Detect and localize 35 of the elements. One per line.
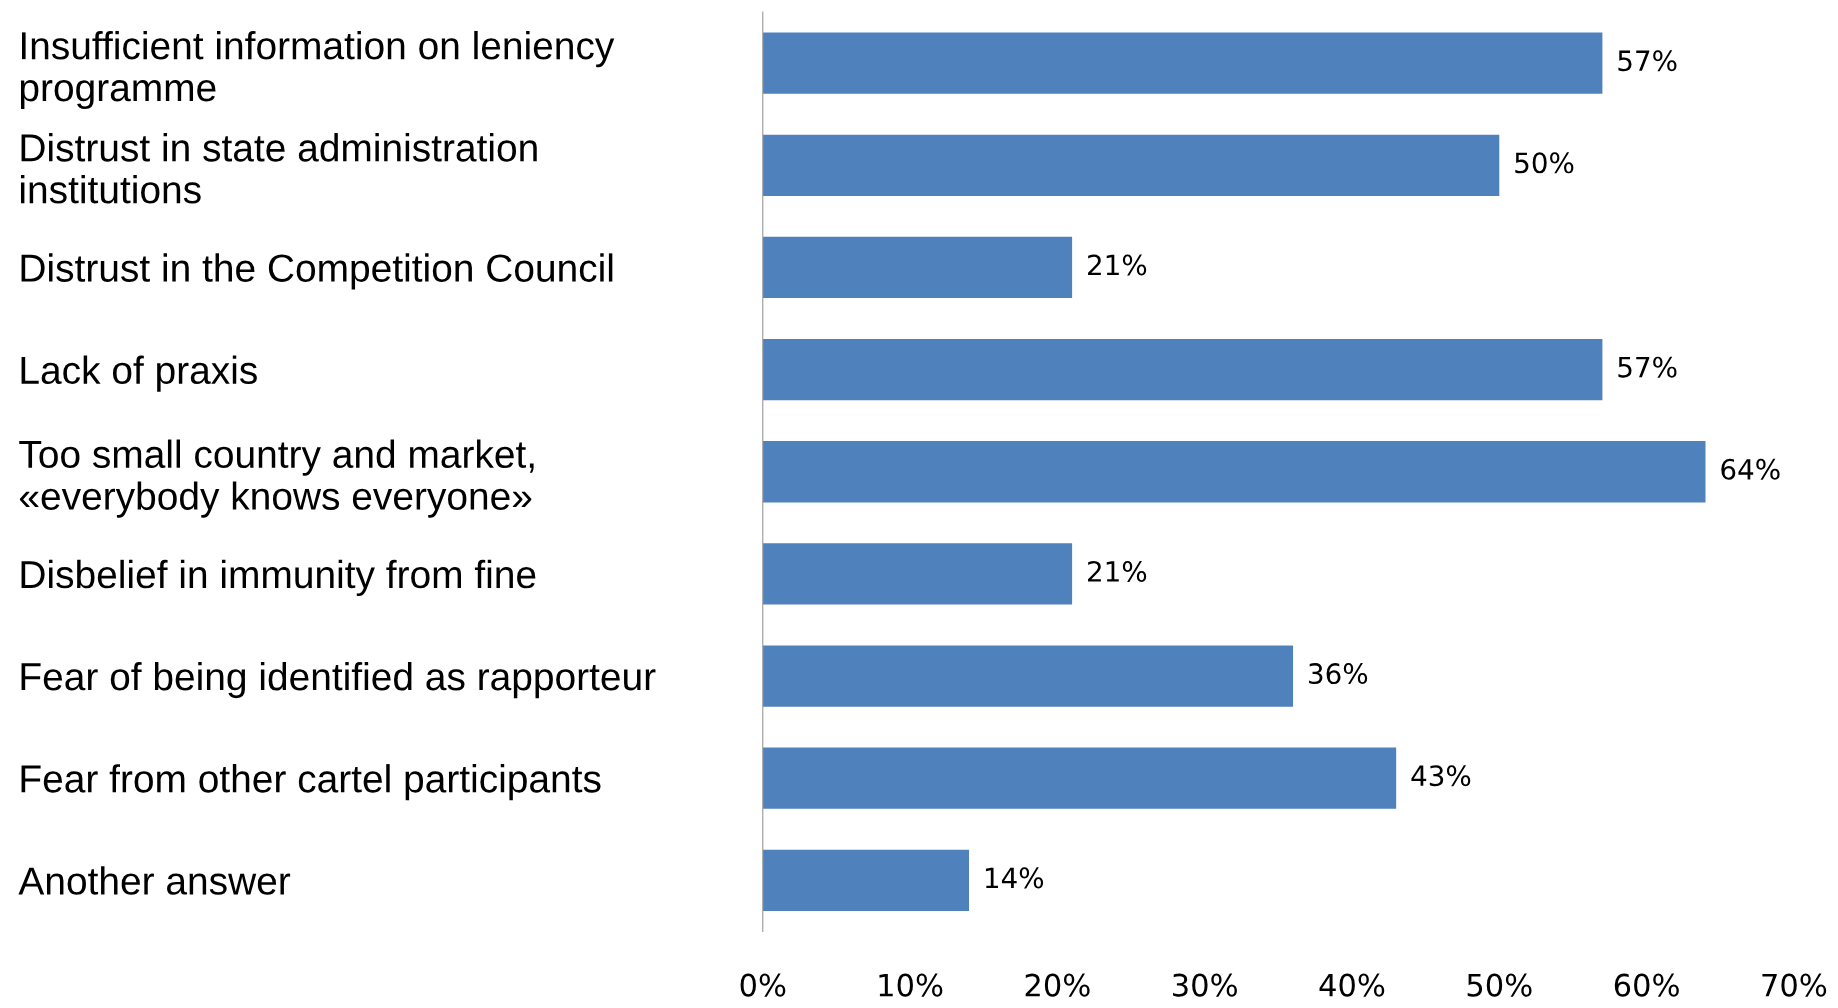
- data-label: 57%: [1618, 50, 1677, 72]
- bar: [762, 338, 1603, 401]
- y-tick-label: Disbelief in immunity from fine: [21, 559, 536, 597]
- data-label: 57%: [1618, 356, 1677, 378]
- x-tick-label: 70%: [1762, 973, 1827, 997]
- x-tick-label: 30%: [1173, 973, 1237, 997]
- data-label: 14%: [985, 867, 1044, 889]
- bar: [762, 747, 1397, 809]
- bar: [762, 849, 969, 911]
- x-tick-label: 60%: [1614, 973, 1679, 997]
- y-tick-label: Another answer: [18, 866, 291, 895]
- bar: [762, 134, 1500, 196]
- data-label: 21%: [1088, 560, 1147, 582]
- bar: [762, 645, 1294, 707]
- y-tick-label: Distrust in the Competition Council: [21, 253, 613, 290]
- bar: [762, 32, 1603, 94]
- data-label: 64%: [1721, 458, 1780, 480]
- x-tick-label: 0%: [740, 973, 786, 997]
- x-tick-label: 10%: [879, 973, 943, 997]
- y-tick-label: Lack of praxis: [21, 355, 257, 392]
- x-tick-label: 20%: [1025, 973, 1090, 997]
- data-label: 43%: [1411, 765, 1471, 787]
- bar: [762, 236, 1073, 299]
- x-tick-label: 50%: [1467, 973, 1532, 997]
- data-label: 50%: [1515, 152, 1574, 174]
- y-tick-label: Too small country and market, «everybody knows everyone»: [19, 439, 534, 518]
- y-tick-label: Distrust in state administration institutions: [20, 133, 537, 204]
- y-tick-label: Fear of being identified as rapporteur: [21, 661, 656, 699]
- data-label: 36%: [1309, 663, 1368, 685]
- y-tick-label: Insufficient information on leniency programme: [20, 30, 615, 110]
- y-tick-label: Fear from other cartel participants: [21, 764, 601, 801]
- x-tick-label: 40%: [1319, 973, 1385, 997]
- data-label: 21%: [1088, 254, 1147, 276]
- bar: [762, 543, 1073, 605]
- bar: [762, 441, 1706, 503]
